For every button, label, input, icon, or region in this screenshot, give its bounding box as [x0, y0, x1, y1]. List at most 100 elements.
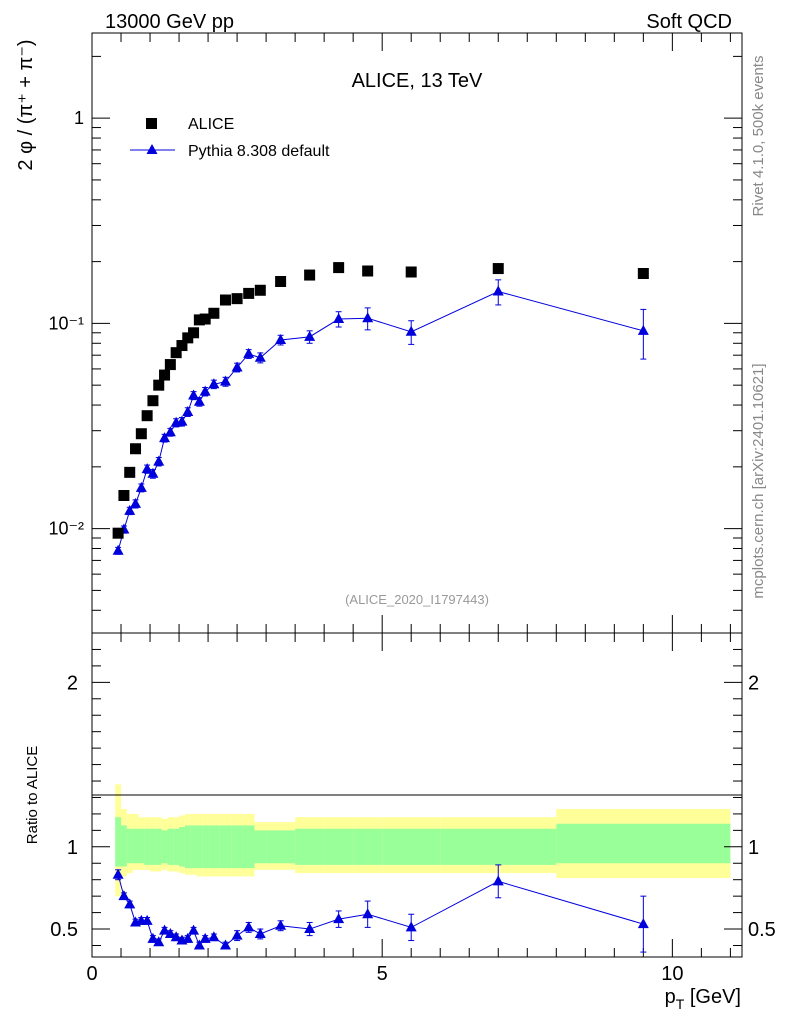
mc-point	[176, 415, 188, 426]
ratio-plot-panel: 0.5 0.5 1 1 2 2 0 5 10 Ratio to ALICE pT [GeV]	[24, 632, 776, 1012]
legend-data-marker	[146, 118, 157, 129]
data-point	[182, 332, 194, 344]
ratio-point	[492, 875, 504, 886]
ratio-band-inner	[242, 825, 255, 869]
ratio-point	[112, 868, 124, 879]
ratio-band-inner	[126, 828, 133, 864]
ratio-band-inner	[382, 828, 441, 865]
mc-point	[405, 325, 417, 336]
mc-point	[199, 385, 211, 396]
ratio-band-inner	[173, 828, 180, 865]
header-left: 13000 GeV pp	[105, 11, 234, 33]
ratio-point	[637, 918, 649, 929]
ratio-y-tick-label-right: 2	[748, 672, 759, 694]
ratio-point	[118, 890, 130, 901]
data-point	[147, 395, 159, 407]
mc-point	[362, 312, 374, 323]
ratio-point	[231, 929, 243, 940]
ratio-point	[199, 932, 211, 943]
data-point	[141, 410, 153, 422]
ratio-band-inner	[324, 828, 354, 865]
ratio-point	[159, 924, 171, 935]
site-label: mcplots.cern.ch [arXiv:2401.10621]	[750, 363, 767, 598]
data-point	[405, 266, 417, 278]
header-right: Soft QCD	[646, 11, 732, 33]
ratio-point	[333, 913, 345, 924]
mc-point	[208, 378, 220, 389]
ratio-point	[362, 908, 374, 919]
ref-id-label: (ALICE_2020_I1797443)	[345, 592, 489, 607]
ratio-band-inner	[295, 828, 325, 865]
data-point	[188, 327, 200, 339]
data-point	[231, 293, 243, 305]
data-point	[304, 269, 316, 281]
ratio-band-inner	[190, 825, 197, 869]
mc-point	[182, 406, 194, 417]
ratio-band-inner	[121, 825, 127, 867]
x-axis-label-sub: T	[676, 996, 685, 1012]
data-point	[135, 428, 147, 440]
ratio-band-inner	[219, 825, 232, 869]
mc-point	[637, 324, 649, 335]
ratio-point	[304, 923, 316, 934]
ratio-series-line	[117, 874, 644, 947]
ratio-point	[124, 898, 136, 909]
x-tick-label: 0	[86, 963, 97, 985]
mc-point	[243, 347, 255, 358]
mc-point	[164, 426, 176, 437]
ratio-band-inner	[132, 828, 139, 864]
data-point	[254, 284, 266, 296]
data-point	[637, 268, 649, 280]
ratio-band-inner	[254, 830, 267, 864]
main-y-tick-label: 10⁻¹	[48, 313, 84, 333]
legend: ALICE Pythia 8.308 default	[130, 116, 330, 160]
ratio-band-inner	[179, 827, 185, 867]
main-y-tick-label: 10⁻²	[48, 519, 84, 539]
main-plot-panel: 10⁻² 10⁻¹ 1 ALICE, 13 TeV (ALICE_2020_I179…	[15, 32, 743, 634]
data-point	[193, 314, 205, 326]
ratio-band-inner	[208, 825, 220, 869]
data-point	[333, 262, 345, 274]
ratio-band-inner	[353, 828, 383, 865]
mc-point	[147, 467, 159, 478]
ratio-point	[208, 931, 220, 942]
ratio-y-tick-label-left: 2	[67, 672, 78, 694]
ratio-band-inner	[184, 825, 191, 869]
ratio-point	[405, 921, 417, 932]
ratio-point	[147, 932, 159, 943]
data-point	[112, 527, 124, 539]
data-point	[176, 340, 188, 352]
data-point	[170, 347, 182, 359]
data-point	[208, 307, 220, 319]
legend-mc-marker	[146, 144, 158, 154]
mc-point	[135, 481, 147, 492]
ratio-point	[243, 921, 255, 932]
ratio-band-inner	[440, 828, 557, 865]
mc-point	[159, 432, 171, 443]
ratio-band-inner	[161, 830, 168, 864]
x-tick-label: 5	[377, 963, 388, 985]
ratio-band-inner	[202, 825, 209, 869]
ratio-uncertainty-bands	[115, 784, 731, 897]
ratio-point	[182, 932, 194, 943]
data-point	[199, 313, 211, 325]
ratio-y-axis-label: Ratio to ALICE	[24, 746, 41, 844]
data-point	[243, 287, 255, 299]
mc-point	[112, 544, 124, 555]
ratio-band-inner	[115, 817, 122, 867]
ratio-point	[141, 914, 153, 925]
main-plot-title: ALICE, 13 TeV	[352, 70, 483, 92]
x-axis-label-main: p	[665, 986, 676, 1008]
ratio-band-inner	[167, 828, 174, 865]
mc-point	[124, 504, 136, 515]
data-point	[219, 294, 231, 306]
mc-point	[219, 375, 231, 386]
x-axis-label-unit: [GeV]	[684, 986, 741, 1008]
legend-data-label: ALICE	[188, 116, 234, 133]
ratio-band-inner	[266, 830, 296, 864]
data-point	[275, 275, 287, 287]
mc-point	[193, 395, 205, 406]
mc-point	[492, 285, 504, 296]
ratio-point	[188, 924, 200, 935]
rivet-label: Rivet 4.1.0, 500k events	[750, 56, 767, 217]
